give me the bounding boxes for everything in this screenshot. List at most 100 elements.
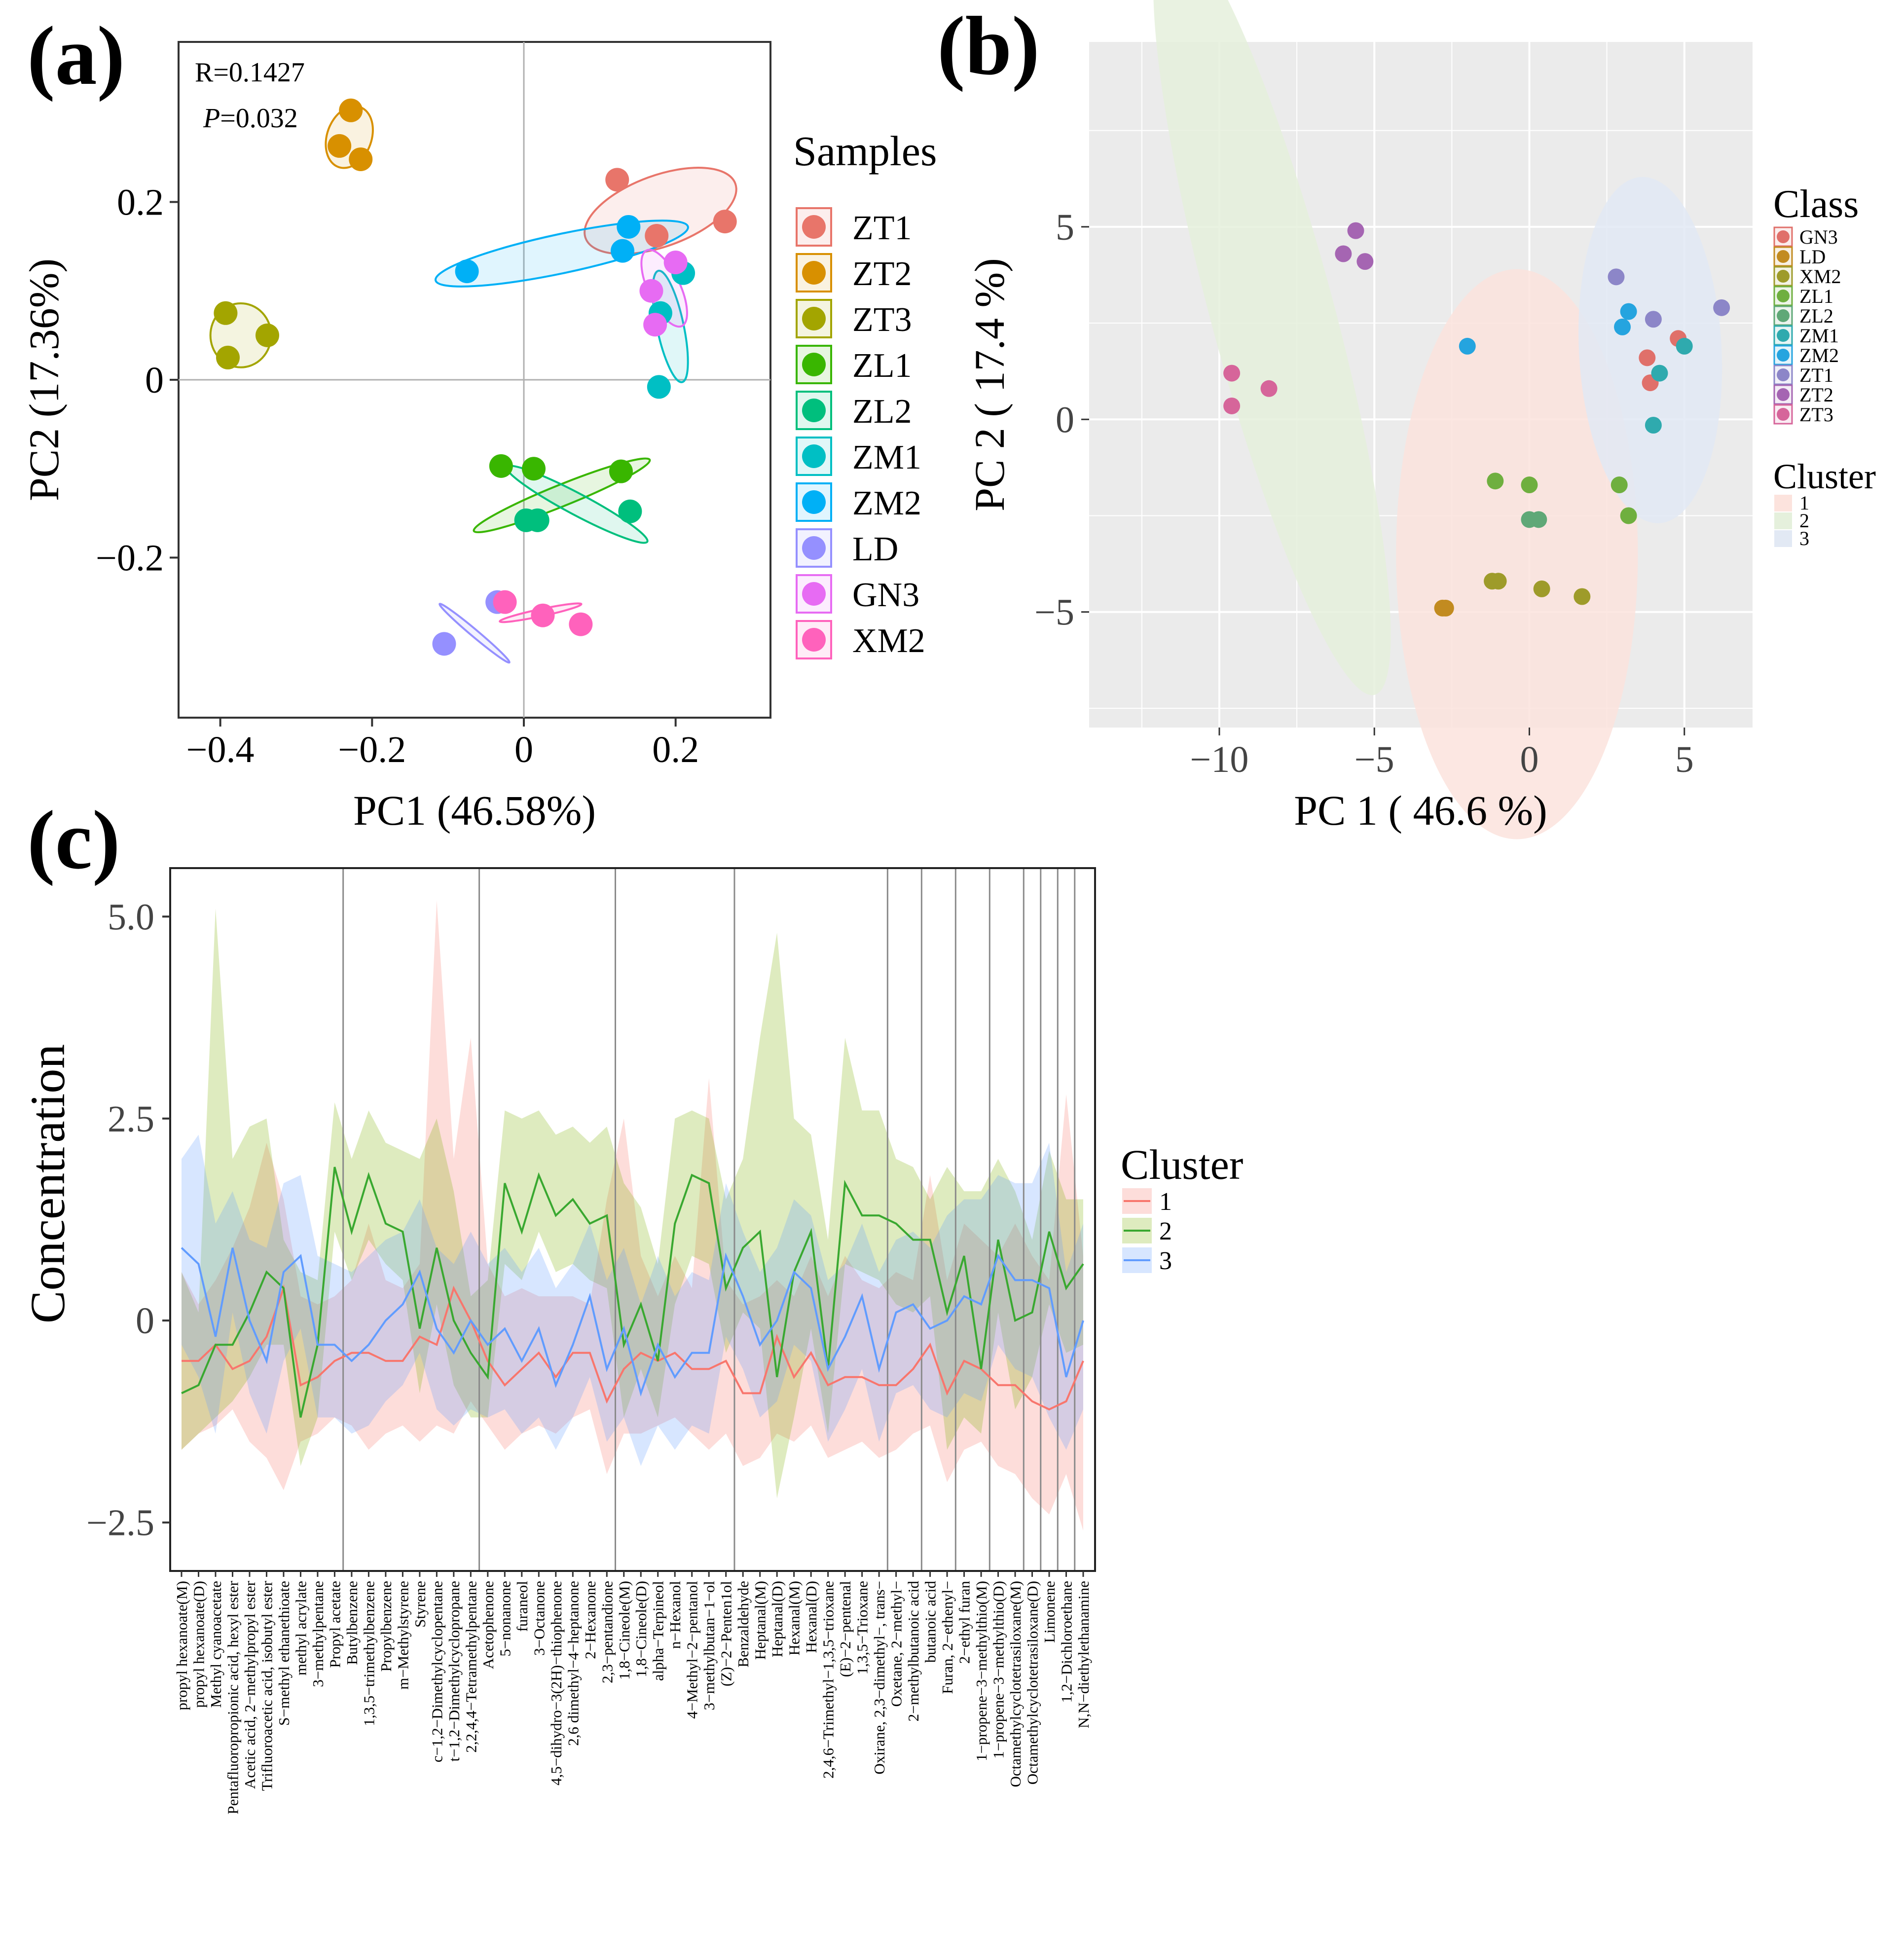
panel-b-cluster-legend-title: Cluster [1773,457,1876,496]
panel-b-cluster-legend-label: 2 [1799,510,1809,532]
panel-c-category-label: 1,3,5−trimethylbenzene [360,1581,377,1726]
panel-b-legend-label: ZT1 [1799,364,1833,386]
panel-c-category-label: propyl hexanoate(D) [190,1581,207,1708]
panel-a-legend-marker [802,444,826,468]
panel-a-x-tick-label: −0.2 [338,729,406,770]
panel-c-category-label: Limonene [1041,1581,1058,1643]
panel-b-legend-label: ZT3 [1799,403,1833,426]
panel-b-y-tick-label: 5 [1056,207,1074,248]
panel-c-category-label: n−Hexanol [666,1581,684,1649]
panel-a-legend-marker [802,307,826,330]
panel-c-legend-label: 2 [1159,1217,1172,1245]
panel-b-point-zl1 [1620,507,1637,524]
panel-b-x-axis-title: PC 1 ( 46.6 %) [1294,787,1547,834]
panel-c-category-label: 1−propene−3−methylthio(M) [973,1581,990,1761]
panel-b-point-zm2 [1459,337,1476,355]
panel-c-category-label: c−1,2−Dimethylcyclopentane [428,1581,445,1762]
panel-a-point-zt2 [328,134,352,158]
panel-b-point-ld [1434,599,1451,617]
panel-b-y-axis-title: PC 2 ( 17.4 %) [966,258,1013,511]
panel-a-legend-label: ZT1 [852,209,912,247]
panel-c-category-label: (E)−2−pentenal [837,1581,854,1677]
panel-a-legend-marker [802,353,826,376]
panel-c-category-label: 4,5−dihydro−3(2H)−thiophenone [548,1581,565,1786]
panel-c-category-label: 3−methylpentane [309,1581,327,1687]
panel-c-y-tick-label: 5.0 [108,896,154,938]
panel-c-category-label: alpha−Terpineol [650,1581,667,1681]
panel-b-point-zl1 [1521,476,1538,494]
panel-a-legend-marker [802,261,826,285]
panel-a-point-xm2 [569,612,593,636]
panel-a-legend-marker [802,536,826,560]
panel-a-point-zl1 [522,457,546,481]
panel-a-legend-marker [802,628,826,652]
panel-a-legend-marker [802,490,826,514]
panel-c-y-tick-label: 0 [136,1300,154,1342]
panel-c-plot-area [169,867,1096,1572]
panel-b-x-tick-label: −5 [1355,739,1394,780]
panel-c-category-label: 1,8−Cineole(M) [616,1581,633,1680]
panel-b-cluster-legend-key [1774,495,1792,511]
panel-c-category-label: Hexanal(D) [803,1581,820,1653]
panel-c-category-label: 2,4,6−Trimethyl−1,3,5−trioxane [820,1581,837,1779]
panel-b-point-zt1 [1713,299,1730,316]
panel-b-x-tick-label: 5 [1675,739,1694,780]
panel-c-category-label: butanoic acid [922,1581,939,1663]
panel-b-cluster-legend-key [1774,512,1792,529]
panel-b-point-zm1 [1676,337,1693,355]
panel-a-point-gn3 [639,279,663,303]
panel-c-category-label: (Z)−2−Penten1ol [718,1581,735,1686]
panel-a-legend-label: XM2 [852,622,925,660]
panel-b-cluster-ellipse-1 [1396,269,1638,839]
panel-b-legend-marker [1777,230,1790,243]
panel-c-category-label: 2−ethyl furan [956,1581,973,1664]
panel-c-category-label: propyl hexanoate(M) [173,1581,190,1711]
panel-b-cluster-legend-key [1774,530,1792,547]
panel-a-legend-label: ZL2 [852,393,912,431]
panel-c-category-label: Pentafluoropropionic acid, hexyl ester [224,1580,241,1814]
panel-a-point-zl1 [609,459,633,483]
panel-c-category-label: 3−methylbutan−1−ol [700,1581,718,1711]
panel-a-point-zm2 [611,239,634,263]
panel-a-point-ld [432,632,456,656]
panel-c-category-label: Propylbenzene [377,1581,395,1672]
panel-b-legend-marker [1777,250,1790,263]
panel-c-y-axis-title: Concentration [20,1044,75,1324]
panel-c-category-label: t−1,2−Dimethylcyclopropane [445,1581,463,1761]
panel-b-legend-marker [1777,329,1790,342]
panel-a-p-symbol: P [203,103,220,134]
panel-a-point-gn3 [643,313,667,337]
panel-b-point-zm2 [1614,318,1631,335]
panel-a-point-xm2 [493,590,517,614]
panel-b-point-zl1 [1487,473,1504,490]
panel-a-point-zt1 [713,210,737,234]
panel-c-category-label: Methyl cyanoacetate [207,1581,224,1708]
panel-a-point-zt2 [339,98,363,122]
panel-a-point-zt3 [256,323,279,347]
panel-c-category-label: 2,2,4,4−Tetramethylpentane [462,1581,479,1752]
panel-b-point-zt1 [1645,311,1662,328]
panel-c-category-label: N,N−diethylethanamine [1075,1581,1092,1728]
panel-b-point-gn3 [1639,349,1656,366]
panel-c-category-label: Oxirane, 2,3−dimethyl−, trans− [871,1581,888,1775]
panel-a-legend-marker [802,399,826,422]
panel-c-category-label: 1−propene−3−methylthio(D) [990,1581,1007,1759]
panel-b-class-legend-title: Class [1773,182,1859,226]
panel-c-category-label: m−Methylstyrene [394,1581,411,1690]
panel-a-point-zl2 [525,508,549,532]
panel-c-line-cluster-3 [181,1247,1084,1397]
panel-a-point-zt1 [645,223,669,248]
panel-a-point-zm2 [617,215,641,239]
panel-b-point-zm1 [1651,365,1668,382]
panel-c-category-label: Heptanal(D) [769,1581,786,1657]
panel-c-legend-label: 1 [1159,1188,1172,1216]
panel-c-category-label: 1,2−Dichloroethane [1058,1581,1075,1703]
panel-a-point-zm2 [455,259,479,284]
panel-a-point-zm1 [647,375,671,399]
panel-a-legend-marker [802,215,826,239]
panel-c-y-tick-label: −2.5 [86,1502,154,1544]
panel-c-category-label: Octamethylcyclotetrasiloxane(D) [1024,1581,1041,1785]
panel-b-legend-marker [1777,388,1790,401]
panel-a-p-value: =0.032 [220,103,298,134]
panel-b-x-tick-label: −10 [1190,739,1249,780]
